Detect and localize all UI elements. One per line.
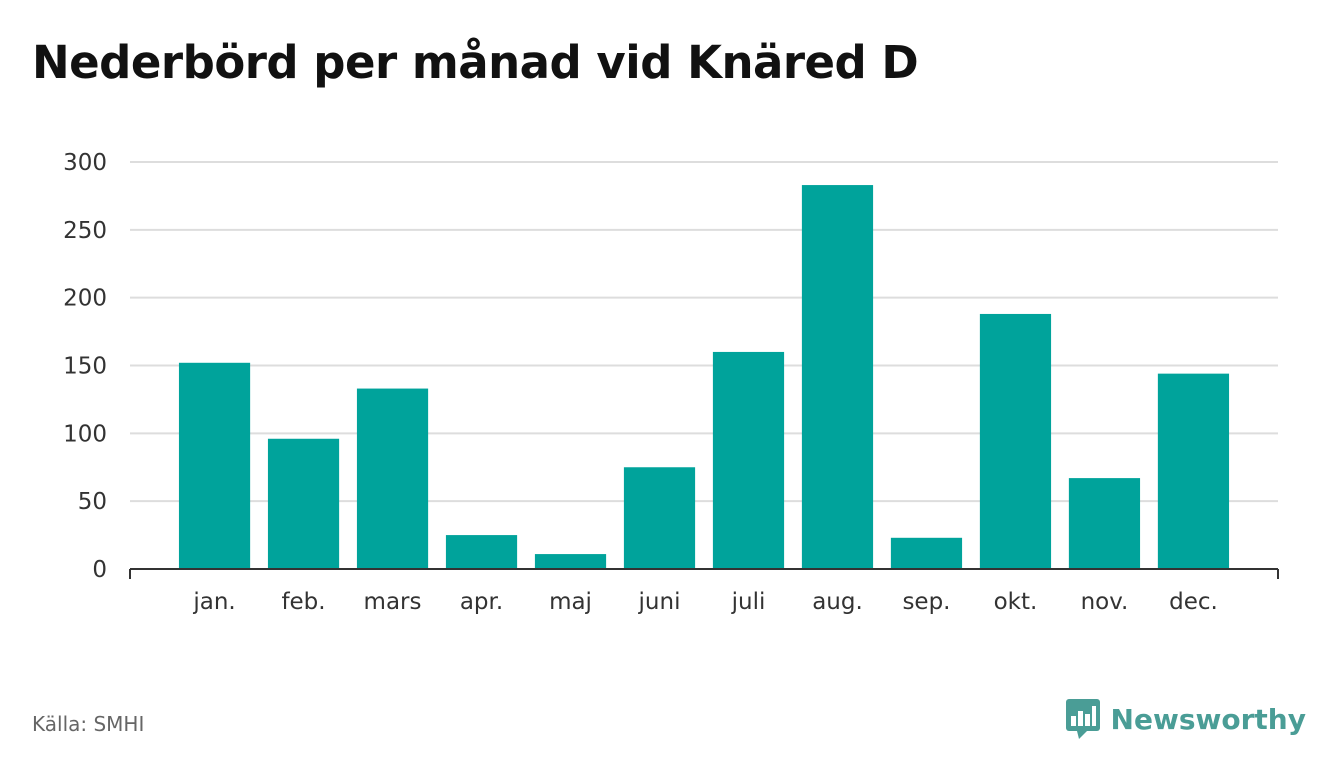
x-tick-label: feb. <box>281 589 325 615</box>
bar <box>1157 373 1230 569</box>
bar <box>1068 478 1141 569</box>
bar-chart: 0 50 100 150 200 250 300 jan. feb. mars apr. maj ju… <box>63 150 1279 615</box>
x-tick-label: okt. <box>994 589 1038 615</box>
x-tick-label: dec. <box>1169 589 1218 615</box>
bar <box>712 351 785 569</box>
x-axis <box>129 568 1279 579</box>
y-tick-label: 100 <box>63 421 107 447</box>
y-tick-label: 300 <box>63 150 107 176</box>
x-tick-label: juli <box>731 589 766 615</box>
x-tick-label: jan. <box>192 589 235 615</box>
y-tick-label: 250 <box>63 218 107 244</box>
chart-title: Nederbörd per månad vid Knäred D <box>32 36 919 89</box>
x-tick-label: aug. <box>812 589 863 615</box>
bar <box>267 438 340 569</box>
bar <box>890 537 963 569</box>
x-tick-label: juni <box>638 589 681 615</box>
bar <box>178 362 251 569</box>
bar-chart-speech-bubble-icon <box>1065 699 1100 739</box>
y-tick-label: 200 <box>63 286 107 312</box>
x-axis-labels: jan. feb. mars apr. maj juni juli aug. sep. okt. n… <box>192 589 1217 615</box>
bar <box>623 467 696 569</box>
x-tick-label: nov. <box>1081 589 1129 615</box>
bar <box>801 185 874 569</box>
brand-name: Newsworthy <box>1110 702 1306 736</box>
bar <box>534 554 607 569</box>
y-tick-label: 150 <box>63 354 107 380</box>
source-note: Källa: SMHI <box>32 712 145 736</box>
x-tick-label: maj <box>549 589 592 615</box>
x-tick-label: sep. <box>902 589 950 615</box>
bars <box>178 185 1230 569</box>
y-axis-ticks: 0 50 100 150 200 250 300 <box>63 150 107 583</box>
bar <box>445 535 518 569</box>
bar <box>979 313 1052 569</box>
brand-logo[interactable]: Newsworthy <box>1065 698 1306 740</box>
y-tick-label: 0 <box>92 557 107 583</box>
bar <box>356 388 429 569</box>
x-tick-label: mars <box>364 589 422 615</box>
y-tick-label: 50 <box>78 489 107 515</box>
x-tick-label: apr. <box>460 589 503 615</box>
